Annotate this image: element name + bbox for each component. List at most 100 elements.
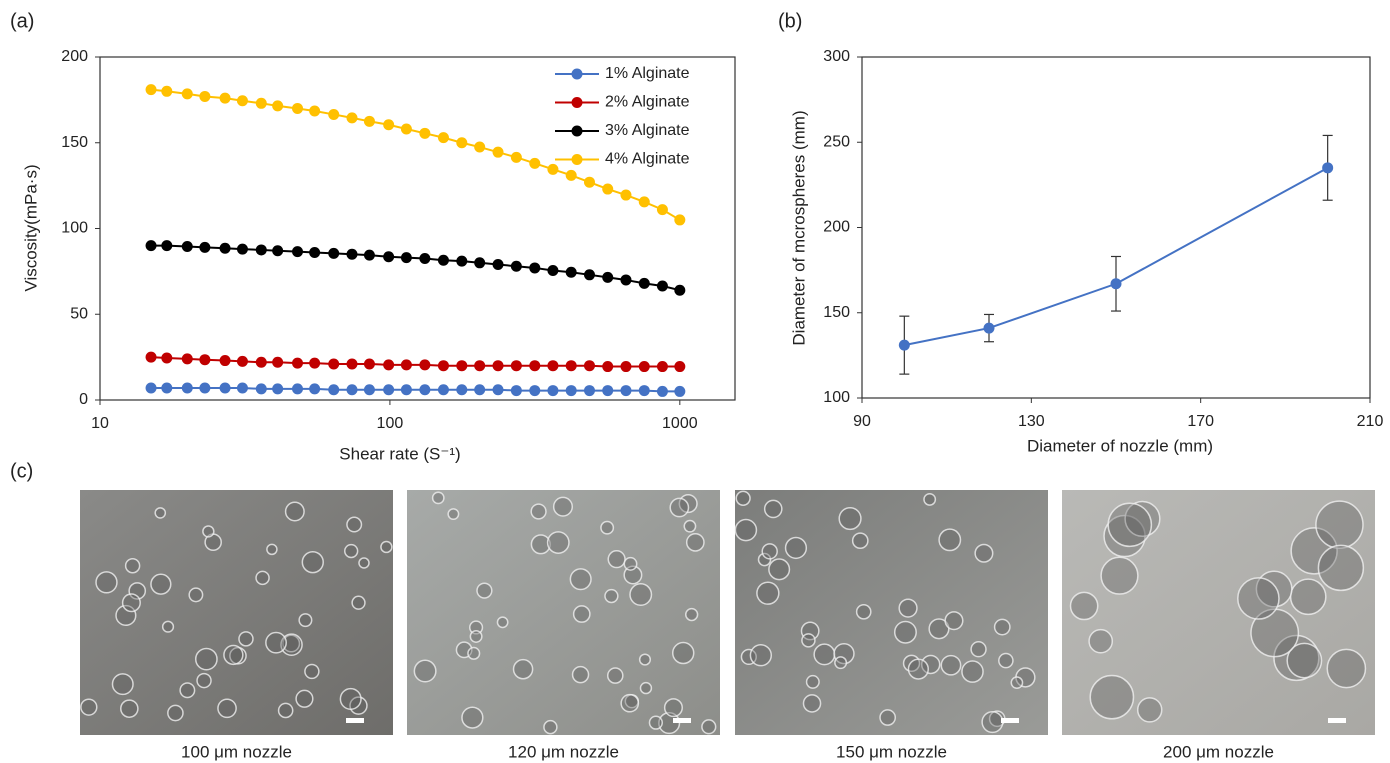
point: [419, 253, 431, 265]
scale-bar: [1328, 718, 1346, 723]
legend-marker: [571, 68, 583, 80]
microsphere: [648, 715, 663, 730]
point: [419, 384, 431, 396]
microsphere: [851, 532, 869, 550]
microsphere: [833, 642, 855, 665]
point: [638, 361, 650, 373]
microsphere: [701, 719, 717, 735]
point: [346, 248, 358, 260]
point: [161, 352, 173, 364]
y-tick-label: 200: [61, 48, 88, 65]
microsphere: [571, 665, 590, 684]
microsphere: [638, 653, 652, 666]
microsphere: [346, 516, 363, 533]
microsphere: [768, 558, 791, 581]
point: [437, 360, 449, 372]
microsphere: [749, 644, 773, 667]
microsphere: [546, 531, 570, 554]
microsphere: [784, 536, 808, 560]
microsphere: [763, 499, 783, 519]
point: [181, 353, 193, 365]
point: [492, 259, 504, 271]
point: [510, 385, 522, 397]
point: [199, 241, 211, 253]
point: [236, 382, 248, 394]
x-tick-label: 170: [1187, 413, 1214, 430]
microsphere: [1250, 608, 1300, 658]
image-caption: 200 μm nozzle: [1163, 742, 1274, 761]
microsphere: [223, 644, 244, 666]
microsphere: [920, 654, 941, 675]
microsphere: [940, 654, 962, 676]
legend-label: 2% Alginate: [605, 94, 690, 111]
microsphere: [202, 525, 215, 538]
legend-label: 4% Alginate: [605, 151, 690, 168]
microsphere: [734, 518, 758, 542]
point: [602, 385, 614, 397]
point: [437, 132, 449, 144]
point: [565, 266, 577, 278]
point: [219, 242, 231, 254]
microsphere: [629, 583, 653, 607]
microsphere: [461, 706, 484, 729]
y-tick-label: 0: [79, 391, 88, 408]
microsphere: [468, 620, 484, 635]
microsphere: [757, 552, 772, 567]
point: [638, 196, 650, 208]
point: [255, 97, 267, 109]
point: [674, 361, 686, 373]
point: [309, 247, 321, 259]
point: [145, 382, 157, 394]
x-tick-label: 90: [853, 413, 871, 430]
microsphere: [194, 647, 218, 671]
point: [291, 246, 303, 258]
microsphere: [413, 659, 437, 683]
legend-label: 3% Alginate: [605, 122, 690, 139]
point: [291, 357, 303, 369]
y-tick-label: 50: [70, 305, 88, 322]
point: [620, 361, 632, 373]
point: [474, 384, 486, 396]
microsphere: [944, 611, 964, 631]
x-tick-label: 1000: [662, 415, 698, 432]
scale-bar: [1001, 718, 1019, 723]
microsphere: [923, 492, 937, 506]
point: [656, 280, 668, 292]
microsphere: [981, 710, 1004, 734]
y-tick-label: 300: [823, 48, 850, 65]
microsphere: [855, 603, 872, 620]
micrograph: [1062, 490, 1375, 735]
point: [328, 247, 340, 259]
point: [419, 127, 431, 139]
point: [437, 384, 449, 396]
point: [309, 105, 321, 117]
point: [456, 255, 468, 267]
point: [602, 183, 614, 195]
point: [419, 359, 431, 371]
point: [363, 115, 375, 127]
point: [145, 84, 157, 96]
microsphere: [543, 719, 558, 735]
point: [181, 241, 193, 253]
panel-label: (b): [778, 10, 802, 32]
point: [328, 384, 340, 396]
point: [474, 257, 486, 269]
point: [602, 361, 614, 373]
micrograph-bg: [407, 490, 720, 735]
microsphere: [974, 543, 994, 563]
microsphere: [993, 618, 1011, 636]
microsphere: [639, 681, 653, 695]
point: [565, 360, 577, 372]
point: [602, 271, 614, 283]
microsphere: [572, 605, 591, 623]
microsphere: [683, 519, 697, 533]
point: [346, 384, 358, 396]
microsphere: [1069, 591, 1099, 621]
microsphere: [124, 558, 141, 574]
point: [1322, 162, 1334, 174]
microsphere: [196, 672, 212, 689]
microsphere: [298, 613, 313, 628]
point: [328, 358, 340, 370]
point: [383, 359, 395, 371]
microsphere: [154, 507, 167, 519]
